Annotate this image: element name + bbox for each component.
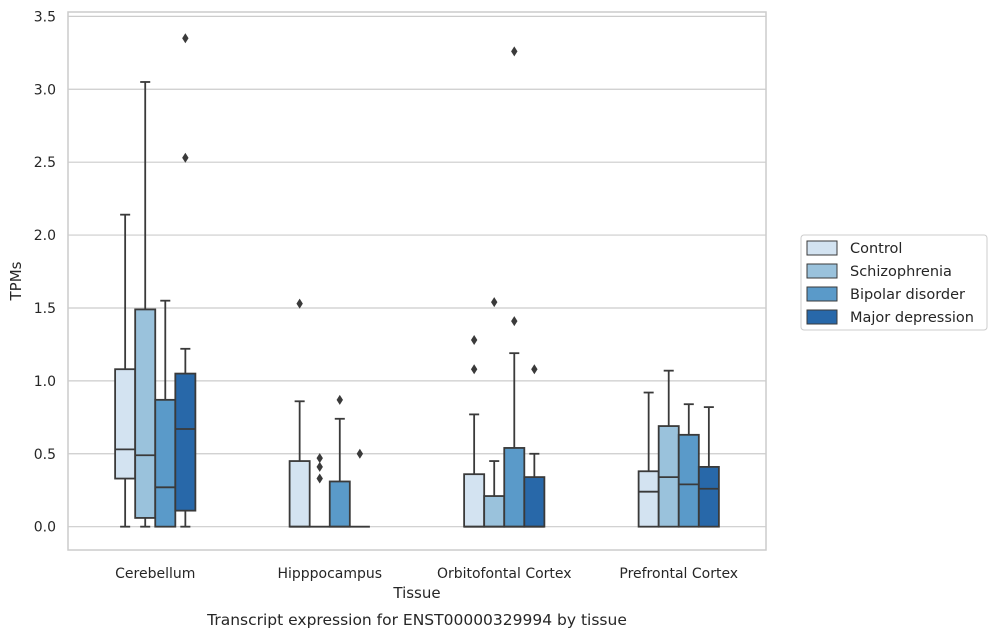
outlier-point: [511, 46, 518, 57]
outlier-point: [470, 364, 478, 375]
y-axis: 0.0 0.5 1.0 1.5 2.0 2.5 3.0 3.5: [34, 9, 56, 535]
x-axis: Cerebellum Hipppocampus Orbitofontal Corte…: [115, 566, 738, 582]
outlier-point: [182, 33, 189, 44]
legend-swatch: [806, 240, 838, 256]
legend-label: Schizophrenia: [850, 264, 952, 280]
box-body: [503, 447, 526, 528]
outlier-point: [296, 298, 303, 309]
box-3-1: [657, 369, 680, 528]
box-1-2: [328, 394, 351, 528]
y-tick-label: 3.0: [34, 82, 56, 98]
box-body: [463, 473, 486, 528]
box-body: [154, 398, 177, 528]
chart-caption: Transcript expression for ENST0000032999…: [206, 611, 627, 629]
y-tick-label: 3.5: [34, 9, 56, 25]
x-tick-label: Hipppocampus: [277, 566, 382, 582]
box-body: [637, 470, 660, 528]
box-0-3: [174, 33, 197, 528]
y-tick-label: 0.0: [34, 520, 56, 536]
box-2-0: [463, 335, 486, 528]
legend-label: Major depression: [850, 310, 974, 326]
box-body: [523, 476, 546, 528]
outlier-point: [491, 297, 498, 308]
y-tick-label: 0.5: [34, 447, 56, 463]
box-body: [288, 460, 311, 528]
box-3-3: [697, 406, 720, 528]
outlier-point: [182, 152, 189, 163]
outlier-point: [470, 335, 478, 346]
plot-frame: [67, 11, 767, 551]
y-tick-label: 2.5: [34, 155, 56, 171]
legend-label: Bipolar disorder: [850, 287, 965, 303]
outlier-point: [531, 364, 538, 375]
y-tick-label: 1.0: [34, 374, 56, 390]
box-1-1: [309, 453, 330, 528]
outlier-point: [356, 448, 364, 459]
box-body: [328, 480, 351, 528]
box-0-0: [114, 213, 137, 528]
box-body: [677, 433, 700, 528]
legend-label: Control: [850, 241, 902, 257]
plot-area: [114, 33, 720, 528]
box-2-2: [503, 46, 526, 528]
outlier-point: [316, 461, 323, 472]
x-tick-label: Prefrontal Cortex: [619, 566, 738, 582]
box-body: [697, 465, 720, 528]
outlier-point: [336, 394, 343, 405]
y-tick-label: 2.0: [34, 228, 56, 244]
box-0-2: [154, 299, 177, 528]
box-1-3: [349, 448, 370, 528]
legend-swatch: [806, 286, 838, 302]
x-tick-label: Cerebellum: [115, 566, 195, 582]
legend-frame: [800, 234, 988, 331]
box-body: [483, 495, 506, 528]
x-tick-label: Orbitofontal Cortex: [437, 566, 572, 582]
box-0-1: [134, 81, 157, 528]
box-2-1: [483, 297, 506, 528]
x-axis-label: Tissue: [392, 584, 440, 602]
box-3-0: [637, 391, 660, 528]
outlier-point: [316, 453, 323, 464]
box-3-2: [677, 403, 700, 528]
legend-swatch: [806, 309, 838, 325]
box-body: [134, 308, 157, 519]
outlier-point: [316, 473, 323, 484]
box-body: [174, 372, 197, 512]
y-axis-label: TPMs: [7, 261, 25, 301]
box-1-0: [288, 298, 311, 528]
legend: Control Schizophrenia Bipolar disorder Majo…: [800, 234, 988, 331]
y-tick-label: 1.5: [34, 301, 56, 317]
outlier-point: [511, 316, 518, 327]
box-body: [114, 368, 137, 480]
legend-swatch: [806, 263, 838, 279]
box-2-3: [523, 364, 546, 528]
